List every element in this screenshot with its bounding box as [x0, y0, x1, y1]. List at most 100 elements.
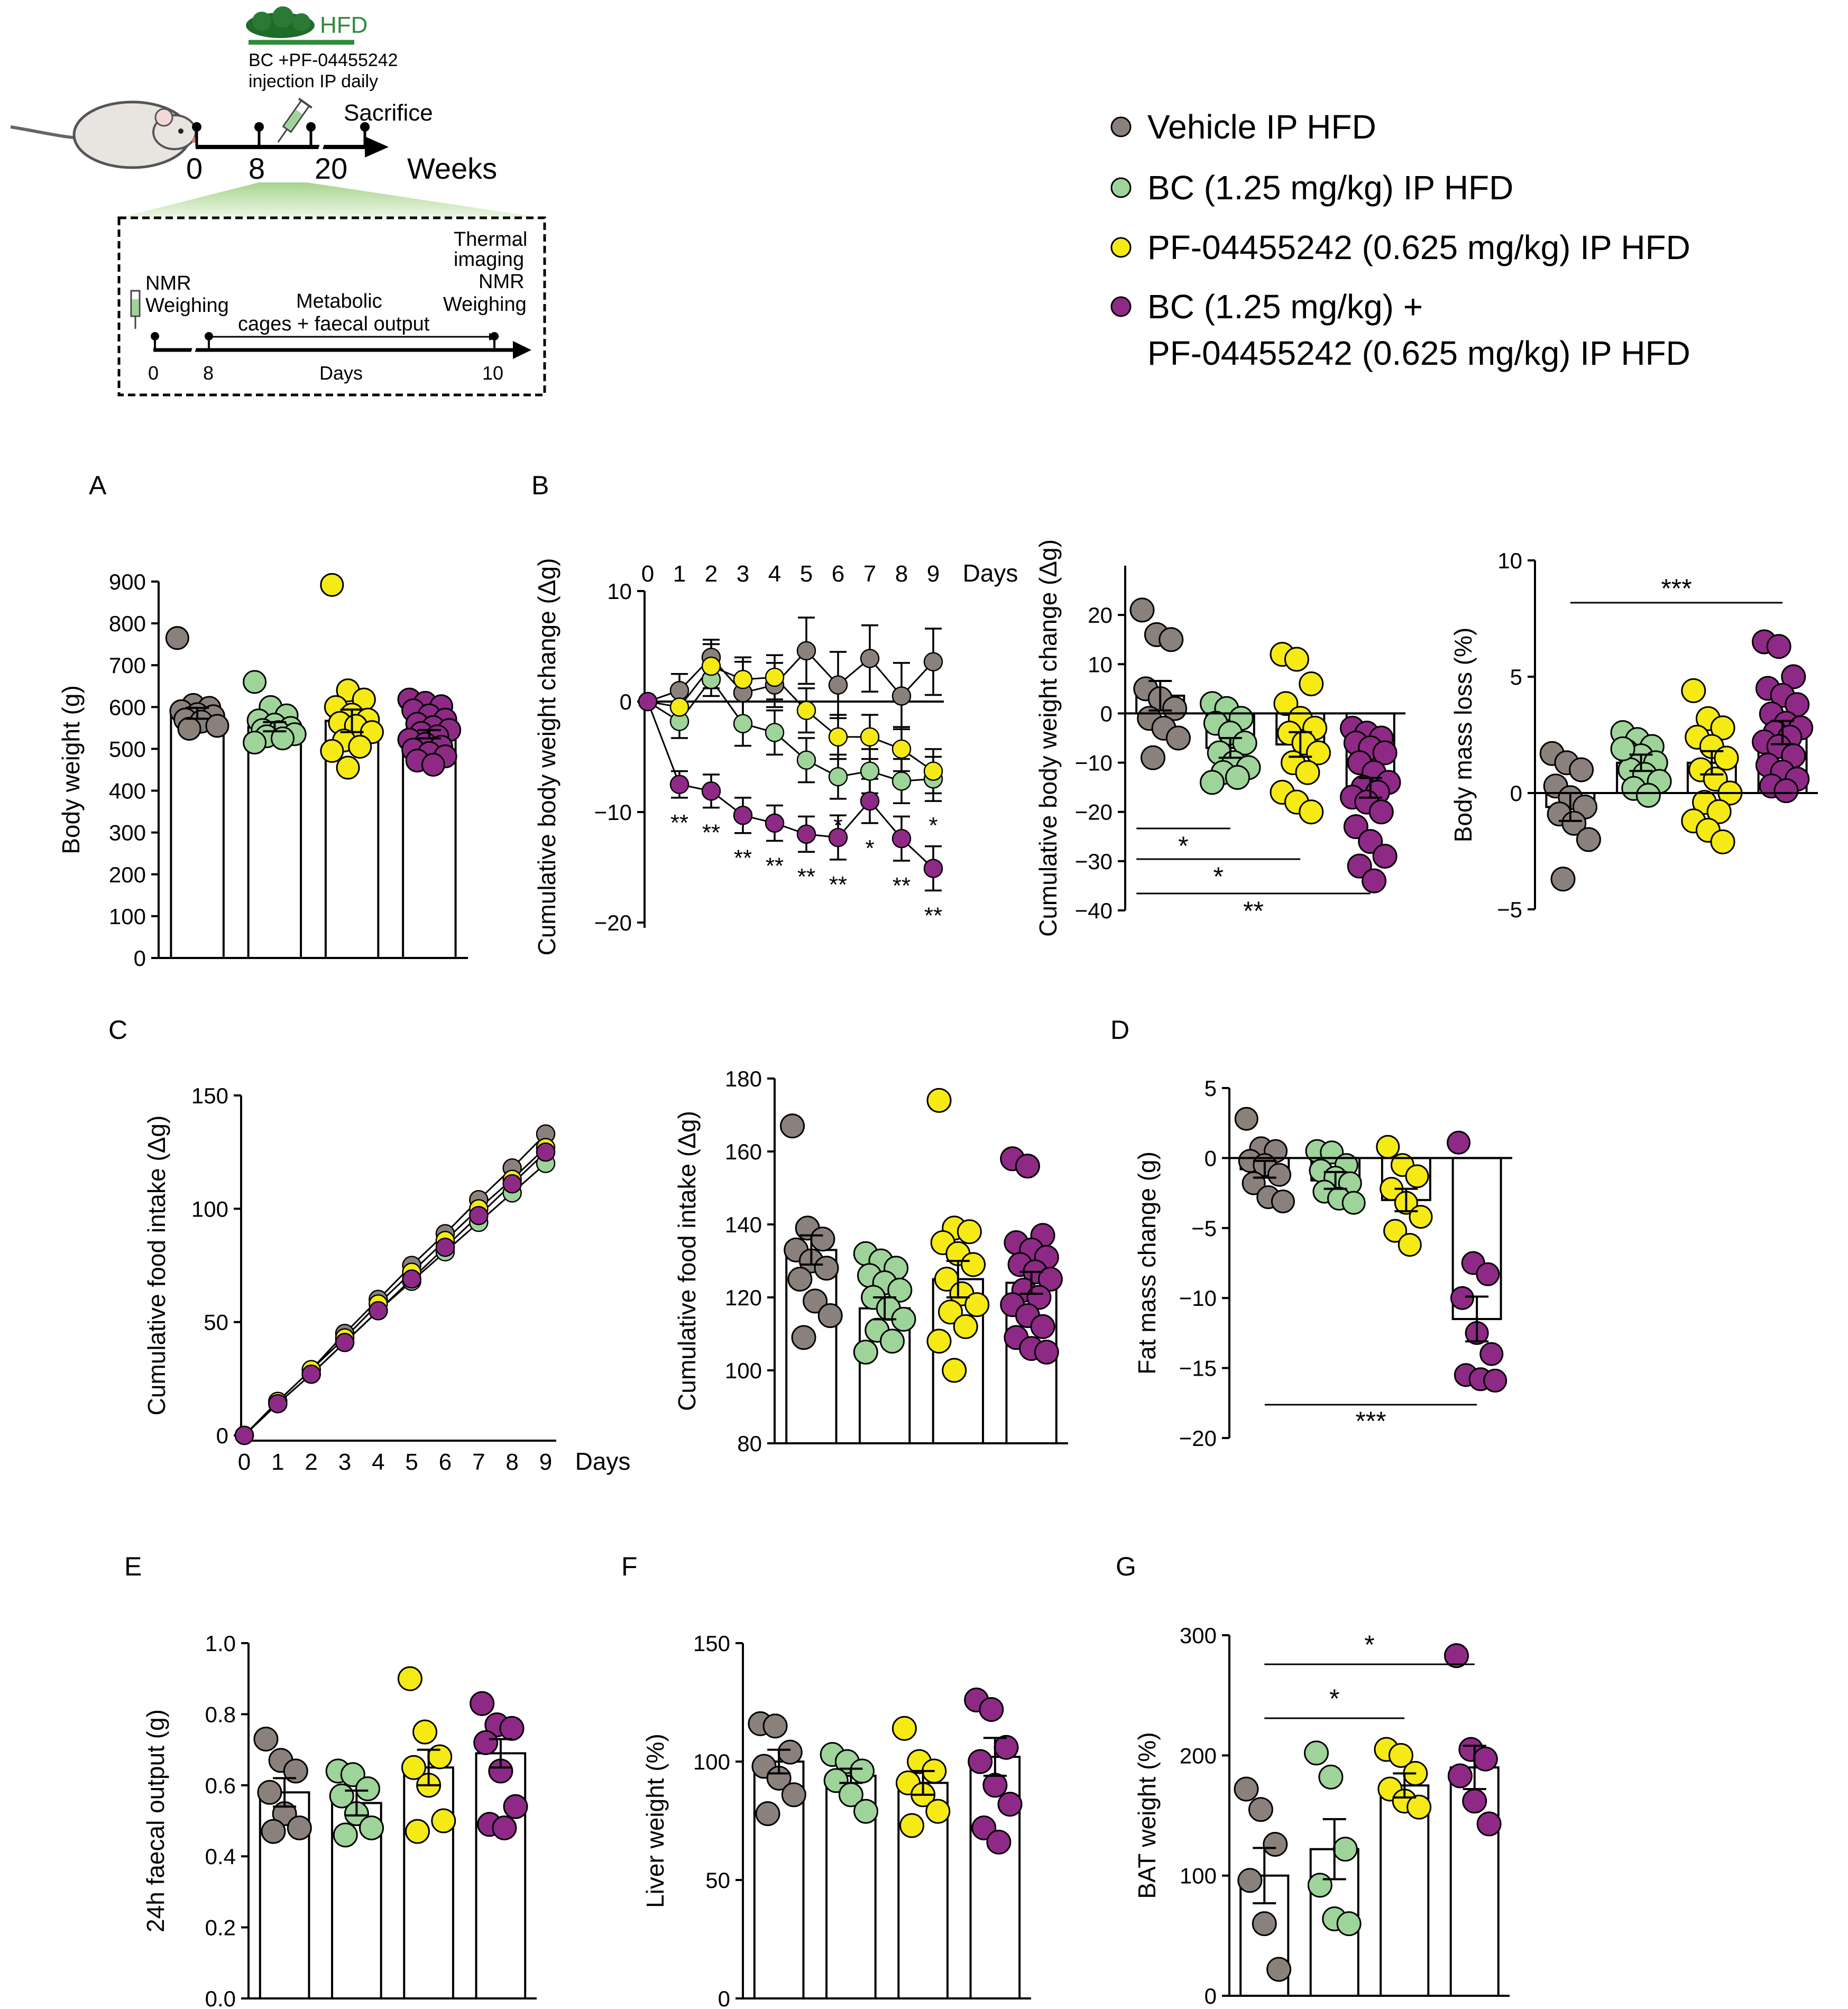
data-point-combo [1479, 1342, 1504, 1366]
data-point-pf [669, 697, 689, 717]
chart-cumulative-food-intake: 80 100 120 140 160 180 Cumulative food intake … [673, 1066, 1068, 1456]
x-tick-label: 2 [705, 561, 718, 587]
data-point-pf [1383, 1219, 1408, 1243]
data-point-pf [953, 1314, 978, 1339]
significance-label: ** [924, 902, 942, 928]
timeline-markers [192, 122, 370, 147]
data-point-combo [335, 1332, 355, 1352]
data-point-combo [469, 1205, 489, 1225]
treatment-line-2: injection IP daily [249, 71, 378, 91]
data-point-pf [926, 1329, 952, 1354]
significance-label: * [833, 813, 842, 838]
inset-cages: cages + faecal output [238, 313, 430, 335]
y-tick-label: −5 [1191, 1216, 1217, 1241]
y-tick-label: 50 [705, 1868, 730, 1893]
sacrifice-label: Sacrifice [344, 100, 433, 126]
y-tick-label: 50 [204, 1310, 228, 1335]
x-tick-label: 7 [863, 561, 876, 587]
data-point-combo [923, 859, 943, 878]
x-tick-label: 9 [539, 1449, 552, 1475]
timeline-arrow [365, 136, 389, 158]
data-point-pf [1376, 1135, 1400, 1159]
y-axis-label: Body weight (g) [57, 685, 85, 854]
data-point-bc [828, 767, 848, 787]
significance-label: ** [670, 810, 688, 836]
inset-box [117, 216, 546, 397]
series-line-pf [243, 1147, 547, 1436]
y-tick-label: 600 [109, 695, 146, 720]
panel-letter-f: F [621, 1552, 638, 1581]
data-point-combo [968, 1749, 993, 1774]
y-tick-label: −5 [1497, 897, 1522, 922]
data-point-combo [979, 1697, 1004, 1722]
data-point-vehicle [1141, 745, 1166, 770]
inset-tick-10: 10 [482, 362, 503, 384]
data-point-combo [435, 1237, 455, 1257]
y-tick-label: 800 [109, 611, 146, 636]
bar-bc [247, 725, 302, 959]
data-point-combo [470, 1691, 495, 1716]
y-tick-label: 700 [109, 653, 146, 678]
data-point-pf [961, 1252, 986, 1277]
y-tick-label: 0 [1205, 1146, 1217, 1171]
syringe-icon [277, 97, 312, 143]
legend-swatch-combo [1110, 296, 1132, 317]
data-point-vehicle [1263, 1832, 1288, 1857]
data-point-vehicle [283, 1758, 308, 1784]
data-point-bc [1225, 765, 1250, 790]
data-point-combo [536, 1142, 556, 1162]
data-point-vehicle [253, 1726, 279, 1752]
bar-pf [1380, 1784, 1430, 1997]
inset-tick-0: 0 [148, 362, 159, 384]
data-point-bc [765, 723, 785, 742]
legend-swatch-bc [1110, 177, 1132, 198]
data-point-combo [1026, 1285, 1052, 1310]
data-point-vehicle [762, 1713, 788, 1739]
y-tick-label: 0.0 [205, 1986, 236, 2009]
y-tick-label: 0 [620, 689, 632, 714]
data-point-vehicle [1267, 1163, 1292, 1187]
y-axis-label: Fat mass change (g) [1133, 1151, 1161, 1375]
data-point-combo [1343, 814, 1368, 840]
y-tick-label: −30 [1075, 849, 1113, 874]
data-point-bc [796, 750, 816, 770]
y-tick-label: −20 [594, 910, 632, 935]
data-point-vehicle [755, 1801, 780, 1827]
data-point-bc [860, 761, 880, 781]
data-point-combo [1450, 1286, 1474, 1310]
data-point-combo [986, 1829, 1012, 1855]
data-point-pf [1710, 715, 1735, 741]
inset-markers [151, 332, 499, 350]
x-tick-label: 1 [271, 1449, 284, 1475]
y-tick-label: −15 [1179, 1356, 1217, 1381]
data-point-bc [1332, 1837, 1358, 1862]
data-point-pf [1388, 1743, 1413, 1768]
timeline-break-1 [315, 134, 327, 160]
inset-metabolic: Metabolic [296, 290, 382, 312]
x-tick-label: 5 [405, 1449, 418, 1475]
y-axis-label: 24h faecal output (g) [142, 1709, 169, 1932]
significance-label: * [865, 835, 874, 861]
data-point-combo [1368, 799, 1394, 825]
y-tick-label: 100 [109, 904, 146, 929]
data-point-pf [891, 739, 912, 759]
x-tick-label: 8 [505, 1449, 518, 1475]
data-point-pf [938, 1300, 963, 1325]
y-tick-label: 100 [725, 1358, 762, 1383]
y-tick-label: 20 [1088, 603, 1113, 628]
y-tick-label: −20 [1075, 800, 1113, 825]
y-tick-label: 10 [1497, 548, 1522, 573]
data-point-pf [796, 701, 816, 720]
y-tick-label: 100 [191, 1196, 228, 1221]
data-point-bc [355, 1776, 380, 1802]
data-point-pf [1299, 799, 1324, 825]
data-point-pf [765, 667, 785, 687]
data-point-pf [964, 1292, 990, 1317]
data-point-vehicle [261, 1819, 286, 1844]
data-point-combo [369, 1301, 388, 1321]
bar-combo [475, 1752, 527, 2000]
data-point-combo [503, 1794, 528, 1819]
data-point-pf [733, 669, 753, 689]
